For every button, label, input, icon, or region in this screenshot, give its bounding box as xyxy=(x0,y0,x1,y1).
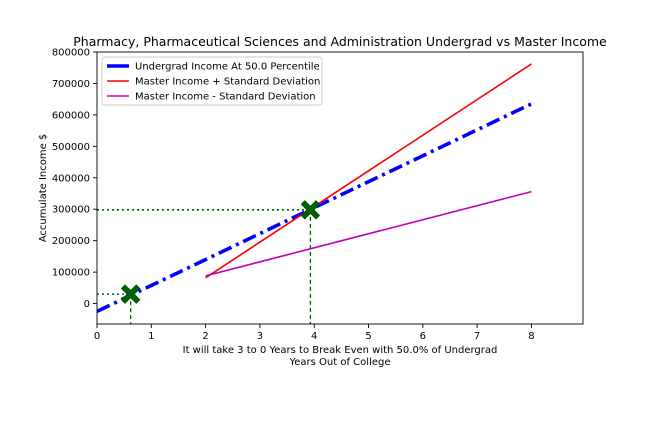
y-tick-label-1: 100000 xyxy=(52,268,90,279)
y-axis-label: Accumulate Income $ xyxy=(38,134,49,243)
series-line-2 xyxy=(205,190,532,277)
x-tick-label-1: 1 xyxy=(148,331,154,342)
y-tick-label-4: 400000 xyxy=(52,173,90,184)
series-line-1 xyxy=(205,63,532,279)
legend-label-0: Undergrad Income At 50.0 Percentile xyxy=(135,62,320,73)
chart-legend: Undergrad Income At 50.0 Percentile Maste… xyxy=(101,56,323,106)
break-even-marker-1 xyxy=(300,200,321,220)
plot-frame xyxy=(96,51,584,325)
break-even-marker-0 xyxy=(120,284,141,304)
chart-title: Pharmacy, Pharmaceutical Sciences and Ad… xyxy=(73,34,607,49)
x-axis-label-line1: It will take 3 to 0 Years to Break Even … xyxy=(183,345,498,356)
x-tick-label-2: 2 xyxy=(202,331,208,342)
legend-box xyxy=(101,56,323,106)
legend-label-1: Master Income + Standard Deviation xyxy=(135,77,320,88)
x-tick-label-3: 3 xyxy=(257,331,263,342)
legend-label-2: Master Income - Standard Deviation xyxy=(135,92,316,103)
y-tick-label-6: 600000 xyxy=(52,110,90,121)
x-tick-label-7: 7 xyxy=(474,331,480,342)
x-tick-label-4: 4 xyxy=(311,331,317,342)
y-tick-label-8: 800000 xyxy=(52,48,90,59)
y-tick-label-3: 300000 xyxy=(52,205,90,216)
x-axis-label-line2: Years Out of College xyxy=(289,357,391,368)
plot-area xyxy=(97,63,533,324)
y-tick-label-0: 0 xyxy=(84,299,90,310)
y-tick-label-7: 700000 xyxy=(52,79,90,90)
x-tick-label-5: 5 xyxy=(365,331,371,342)
x-tick-label-6: 6 xyxy=(420,331,426,342)
x-tick-label-8: 8 xyxy=(528,331,534,342)
x-tick-label-0: 0 xyxy=(94,331,100,342)
y-tick-label-5: 500000 xyxy=(52,142,90,153)
y-tick-label-2: 200000 xyxy=(52,236,90,247)
